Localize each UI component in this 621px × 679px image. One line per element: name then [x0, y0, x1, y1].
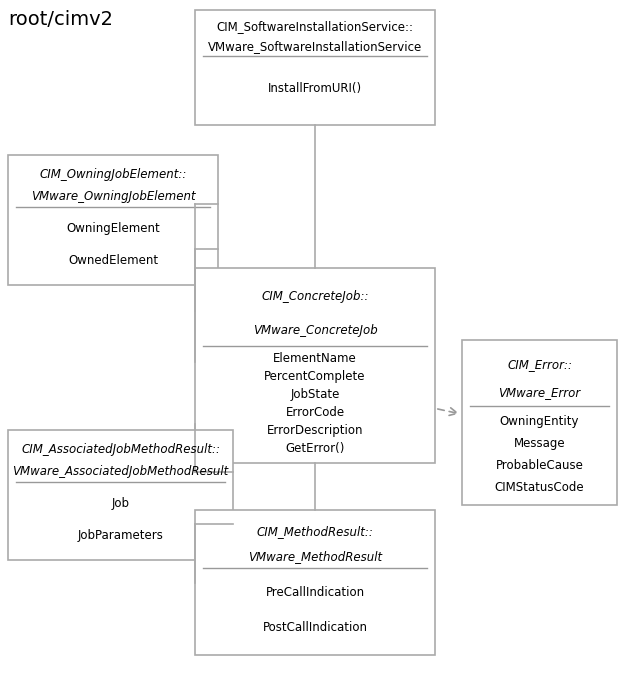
Bar	[462, 340, 617, 505]
Text: OwnedElement: OwnedElement	[68, 253, 158, 267]
Text: ErrorCode: ErrorCode	[286, 406, 345, 419]
Text: CIM_MethodResult::: CIM_MethodResult::	[256, 525, 373, 538]
Text: PostCallIndication: PostCallIndication	[263, 621, 368, 634]
Text: Job: Job	[112, 497, 130, 511]
Text: VMware_SoftwareInstallationService: VMware_SoftwareInstallationService	[208, 40, 422, 54]
Text: VMware_AssociatedJobMethodResult: VMware_AssociatedJobMethodResult	[12, 465, 229, 478]
Text: PreCallIndication: PreCallIndication	[265, 586, 365, 599]
Text: JobParameters: JobParameters	[78, 528, 163, 542]
Text: VMware_OwningJobElement: VMware_OwningJobElement	[30, 190, 196, 203]
Bar	[195, 268, 435, 463]
Bar	[8, 155, 218, 285]
Text: root/cimv2: root/cimv2	[8, 10, 113, 29]
Text: Message: Message	[514, 437, 565, 450]
Text: PercentComplete: PercentComplete	[265, 370, 366, 383]
Bar	[195, 510, 435, 655]
Text: OwningElement: OwningElement	[66, 222, 160, 236]
Text: OwningEntity: OwningEntity	[500, 415, 579, 428]
Text: VMware_MethodResult: VMware_MethodResult	[248, 550, 382, 563]
Text: CIM_ConcreteJob::: CIM_ConcreteJob::	[261, 290, 369, 303]
Text: CIMStatusCode: CIMStatusCode	[495, 481, 584, 494]
Text: ElementName: ElementName	[273, 352, 357, 365]
Text: GetError(): GetError()	[285, 442, 345, 455]
Text: CIM_OwningJobElement::: CIM_OwningJobElement::	[39, 168, 187, 181]
Text: InstallFromURI(): InstallFromURI()	[268, 81, 362, 94]
Text: VMware_ConcreteJob: VMware_ConcreteJob	[253, 324, 378, 337]
Text: CIM_SoftwareInstallationService::: CIM_SoftwareInstallationService::	[217, 20, 414, 33]
Text: ErrorDescription: ErrorDescription	[267, 424, 363, 437]
Text: CIM_AssociatedJobMethodResult::: CIM_AssociatedJobMethodResult::	[21, 443, 220, 456]
Text: VMware_Error: VMware_Error	[499, 386, 581, 399]
Bar	[195, 10, 435, 125]
Bar	[8, 430, 233, 560]
Text: ProbableCause: ProbableCause	[496, 459, 584, 472]
Text: JobState: JobState	[290, 388, 340, 401]
Text: CIM_Error::: CIM_Error::	[507, 358, 572, 371]
